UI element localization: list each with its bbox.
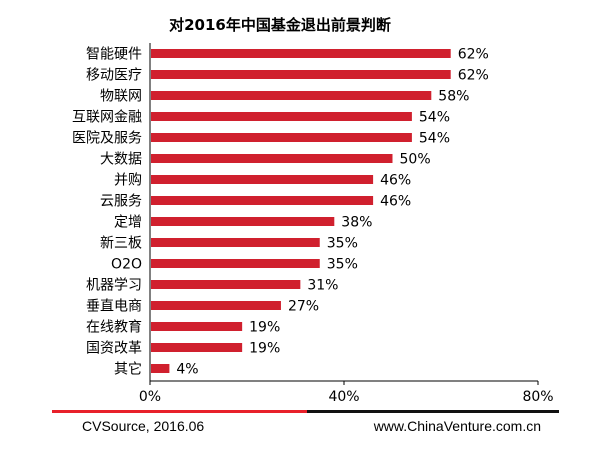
footer-line-right	[307, 410, 559, 413]
bar	[151, 259, 320, 268]
bar	[151, 49, 451, 58]
data-label: 46%	[380, 194, 411, 210]
data-label: 35%	[327, 257, 358, 273]
bar	[151, 280, 301, 289]
x-tick-label: 0%	[139, 389, 161, 405]
category-label: 物联网	[100, 89, 142, 105]
data-label: 31%	[307, 278, 338, 294]
bars-group: 智能硬件 62% 移动医疗 62% 物联网 58% 互联网金融 54% 医院及服务 54% 大数据 5…	[72, 47, 489, 378]
data-label: 62%	[458, 47, 489, 63]
website-text: www.ChinaVenture.com.cn	[373, 418, 541, 434]
source-text: CVSource, 2016.06	[82, 418, 204, 434]
category-label: 云服务	[100, 194, 142, 210]
category-label: 并购	[114, 173, 142, 189]
category-label: 定增	[114, 215, 142, 231]
x-tick-label: 80%	[522, 389, 553, 405]
data-label: 50%	[400, 152, 431, 168]
category-label: 互联网金融	[72, 110, 142, 126]
data-label: 27%	[288, 299, 319, 315]
x-tick-label: 40%	[328, 389, 359, 405]
data-label: 19%	[249, 320, 280, 336]
bar	[151, 91, 432, 100]
bar	[151, 112, 412, 121]
data-label: 54%	[419, 110, 450, 126]
x-axis-ticks: 0% 40% 80%	[139, 381, 554, 405]
bar	[151, 364, 170, 373]
data-label: 19%	[249, 341, 280, 357]
data-label: 4%	[176, 362, 198, 378]
bar	[151, 175, 374, 184]
category-label: 移动医疗	[86, 68, 142, 84]
bar	[151, 217, 335, 226]
category-label: 其它	[114, 361, 142, 378]
bar	[151, 322, 243, 331]
bar	[151, 70, 451, 79]
bar	[151, 196, 374, 205]
data-label: 54%	[419, 131, 450, 147]
data-label: 58%	[438, 89, 469, 105]
category-label: 在线教育	[86, 320, 142, 336]
data-label: 46%	[380, 173, 411, 189]
category-label: 智能硬件	[86, 47, 142, 63]
category-label: O2O	[111, 257, 142, 273]
category-label: 医院及服务	[72, 131, 142, 147]
data-label: 35%	[327, 236, 358, 252]
category-label: 新三板	[100, 236, 142, 252]
category-label: 国资改革	[86, 341, 142, 357]
category-label: 机器学习	[86, 278, 142, 294]
category-label: 大数据	[100, 152, 142, 168]
data-label: 62%	[458, 68, 489, 84]
bar	[151, 154, 393, 163]
bar	[151, 238, 320, 247]
data-label: 38%	[341, 215, 372, 231]
chart-title: 对2016年中国基金退出前景判断	[169, 16, 391, 34]
footer-line-left	[52, 410, 307, 413]
bar	[151, 343, 243, 352]
category-label: 垂直电商	[86, 298, 142, 315]
bar	[151, 301, 281, 310]
bar	[151, 133, 412, 142]
